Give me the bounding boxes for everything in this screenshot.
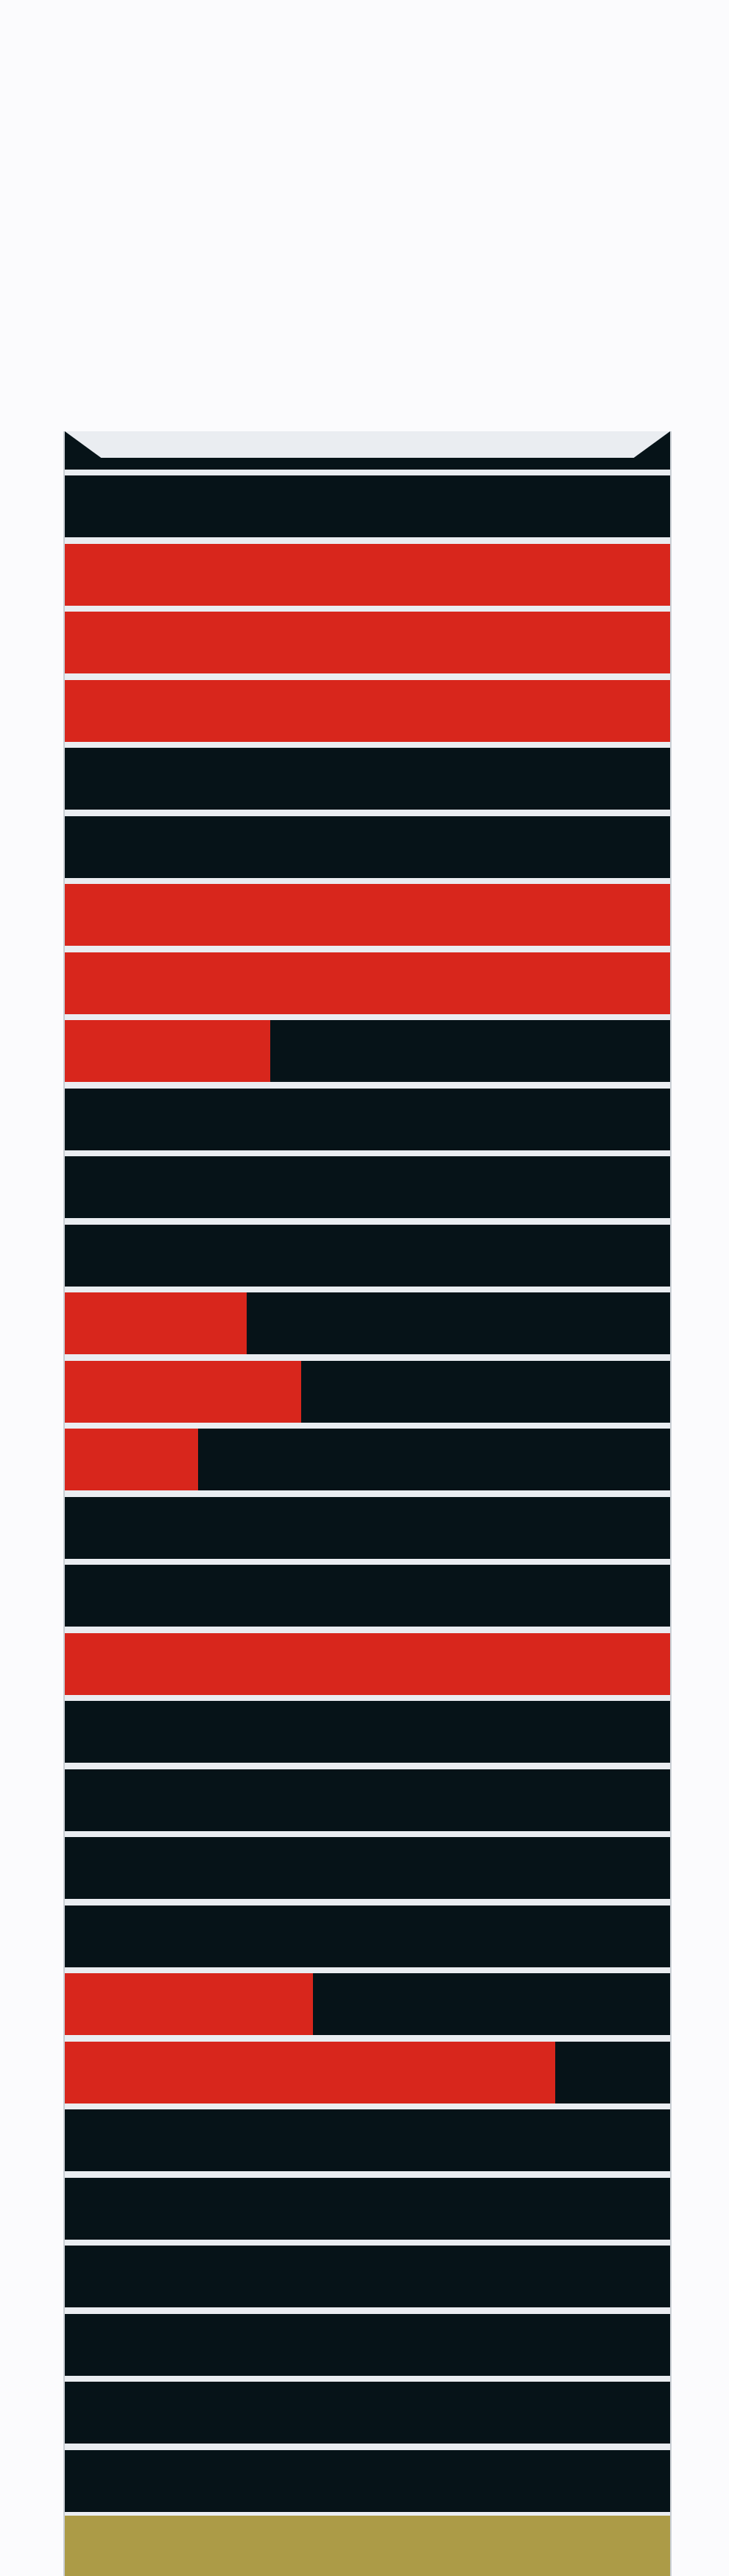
bar-row [65, 1565, 670, 1627]
bar-row [65, 1224, 670, 1287]
bar-meter [63, 431, 672, 2576]
bar-row [65, 2109, 670, 2171]
bar-fill [65, 1973, 314, 2035]
bar-row [65, 748, 670, 810]
bar-row [65, 1769, 670, 1831]
bar-row [65, 1905, 670, 1967]
bar-row [65, 1632, 670, 1695]
bar-fill [65, 543, 670, 606]
bar-fill [65, 1429, 198, 1490]
bar-row [65, 475, 670, 537]
meter-cap [65, 431, 670, 470]
bar-row [65, 612, 670, 673]
bar-fill [65, 1632, 670, 1695]
bar-row [65, 815, 670, 878]
bar-row [65, 2041, 670, 2103]
bar-fill [65, 1360, 301, 1423]
bar-row [65, 884, 670, 946]
bar-row [65, 1429, 670, 1490]
bar-fill [65, 679, 670, 742]
bar-row [65, 1973, 670, 2035]
bar-row [65, 1837, 670, 1899]
bar-row [65, 679, 670, 742]
bar-row [65, 1020, 670, 1082]
bar-fill [65, 1020, 271, 1082]
bar-fill [65, 2041, 555, 2103]
bar-fill [65, 1292, 247, 1354]
bar-row [65, 1088, 670, 1150]
bar-row [65, 1496, 670, 1559]
bar-row [65, 2246, 670, 2307]
bar-row [65, 1292, 670, 1354]
bar-row [65, 2313, 670, 2376]
bar-row [65, 2449, 670, 2512]
bar-row [65, 1156, 670, 1218]
bar-row [65, 2382, 670, 2444]
bar-row [65, 543, 670, 606]
bar-row [65, 1701, 670, 1763]
bar-fill [65, 884, 670, 946]
bar-fill [65, 952, 670, 1014]
bar-fill [65, 612, 670, 673]
bar-row [65, 2177, 670, 2240]
bar-row [65, 952, 670, 1014]
bar-row [65, 1360, 670, 1423]
footer-block [65, 2516, 670, 2576]
